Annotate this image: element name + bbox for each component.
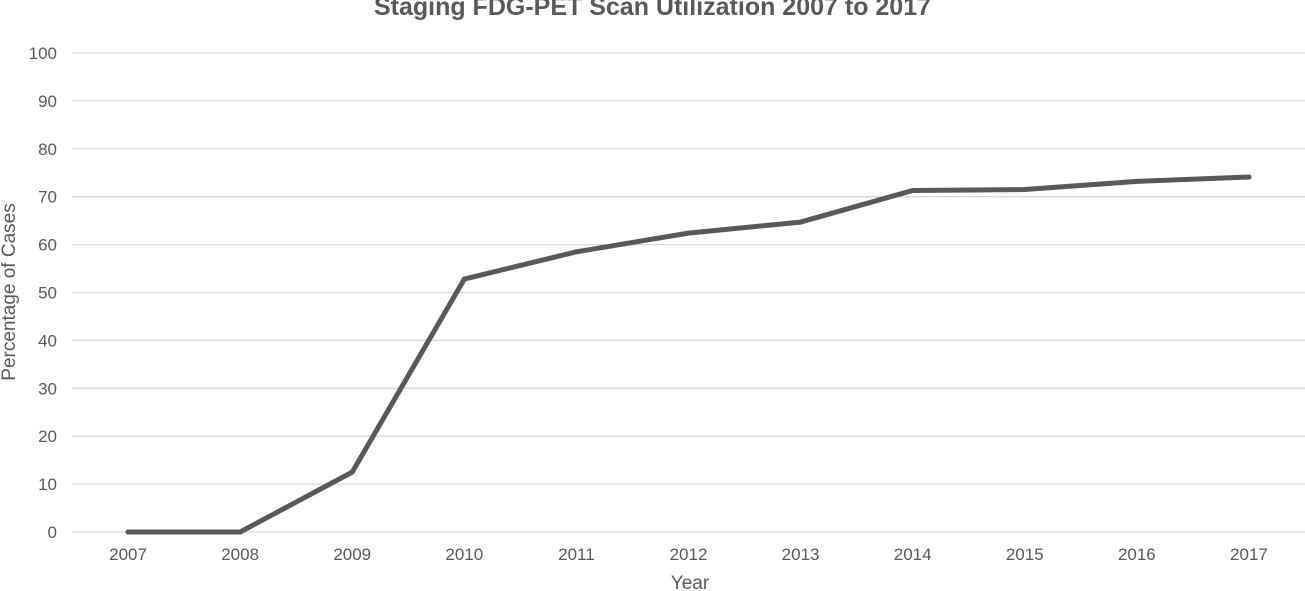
x-tick-label: 2007 bbox=[109, 545, 147, 564]
x-tick-label: 2015 bbox=[1006, 545, 1044, 564]
x-tick-label: 2017 bbox=[1230, 545, 1268, 564]
data-point bbox=[125, 529, 131, 535]
gridlines bbox=[72, 52, 1305, 533]
x-tick-label: 2013 bbox=[782, 545, 820, 564]
data-point bbox=[461, 276, 467, 282]
y-tick-label: 100 bbox=[29, 44, 57, 63]
x-tick-label: 2012 bbox=[670, 545, 708, 564]
y-tick-label: 20 bbox=[38, 427, 57, 446]
series-layer bbox=[125, 174, 1252, 535]
y-tick-label: 80 bbox=[38, 140, 57, 159]
series-line bbox=[125, 174, 1252, 535]
y-tick-label: 50 bbox=[38, 284, 57, 303]
y-tick-label: 0 bbox=[48, 523, 57, 542]
y-tick-label: 30 bbox=[38, 379, 57, 398]
x-tick-label: 2009 bbox=[333, 545, 371, 564]
y-tick-labels: 0 10 20 30 40 50 60 70 80 90 100 bbox=[29, 44, 57, 542]
y-tick-label: 40 bbox=[38, 331, 57, 350]
x-tick-labels: 2007 2008 2009 2010 2011 2012 2013 2014 2015 2016… bbox=[109, 545, 1268, 564]
y-tick-label: 70 bbox=[38, 188, 57, 207]
data-point bbox=[686, 230, 691, 236]
chart-title: Staging FDG-PET Scan Utilization 2007 to… bbox=[373, 0, 932, 21]
x-tick-label: 2008 bbox=[221, 545, 259, 564]
data-point bbox=[910, 187, 916, 193]
y-axis-title: Percentage of Cases bbox=[0, 203, 20, 380]
x-tick-label: 2010 bbox=[445, 545, 483, 564]
x-axis-title: Year bbox=[671, 573, 710, 591]
y-tick-label: 10 bbox=[38, 475, 57, 494]
y-tick-label: 90 bbox=[38, 92, 57, 111]
data-point bbox=[1134, 178, 1140, 184]
x-tick-label: 2014 bbox=[894, 545, 932, 564]
data-point bbox=[1246, 174, 1252, 180]
y-tick-label: 60 bbox=[38, 236, 57, 255]
data-point bbox=[798, 219, 804, 225]
x-tick-label: 2016 bbox=[1118, 545, 1156, 564]
data-point bbox=[349, 469, 355, 475]
data-point bbox=[237, 529, 243, 535]
data-point bbox=[573, 249, 579, 255]
x-tick-label: 2011 bbox=[558, 545, 595, 564]
data-point bbox=[1022, 187, 1028, 193]
